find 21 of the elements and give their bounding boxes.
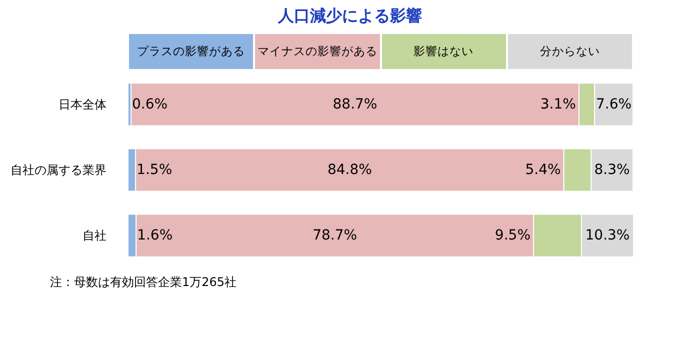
y-tick-label: 日本全体 xyxy=(58,97,106,112)
data-label: 1.6% xyxy=(137,228,173,244)
data-label: 8.3% xyxy=(594,162,630,178)
text: プラスの影響がある xyxy=(128,33,254,70)
data-label: 78.7% xyxy=(312,228,358,244)
data-label: 7.6% xyxy=(596,96,632,112)
data-label: 0.6% xyxy=(132,96,168,112)
text: 注：母数は有効回答企業1万265社 xyxy=(50,274,238,291)
data-label: 1.5% xyxy=(136,162,172,178)
data-label: 10.3% xyxy=(585,228,630,244)
text: マイナスの影響がある xyxy=(254,33,380,70)
data-label: 84.8% xyxy=(327,162,372,178)
data-label: 5.4% xyxy=(525,162,561,178)
chart-title: 人口減少による影響 xyxy=(276,6,423,27)
y-tick-label: 自社 xyxy=(82,228,106,243)
text: 分からない xyxy=(506,33,633,70)
data-label: 3.1% xyxy=(540,96,576,112)
text: 影響はない xyxy=(380,33,507,70)
y-tick-label: 自社の属する業界 xyxy=(10,163,106,177)
data-label: 9.5% xyxy=(494,228,531,244)
data-label: 88.7% xyxy=(332,96,378,112)
